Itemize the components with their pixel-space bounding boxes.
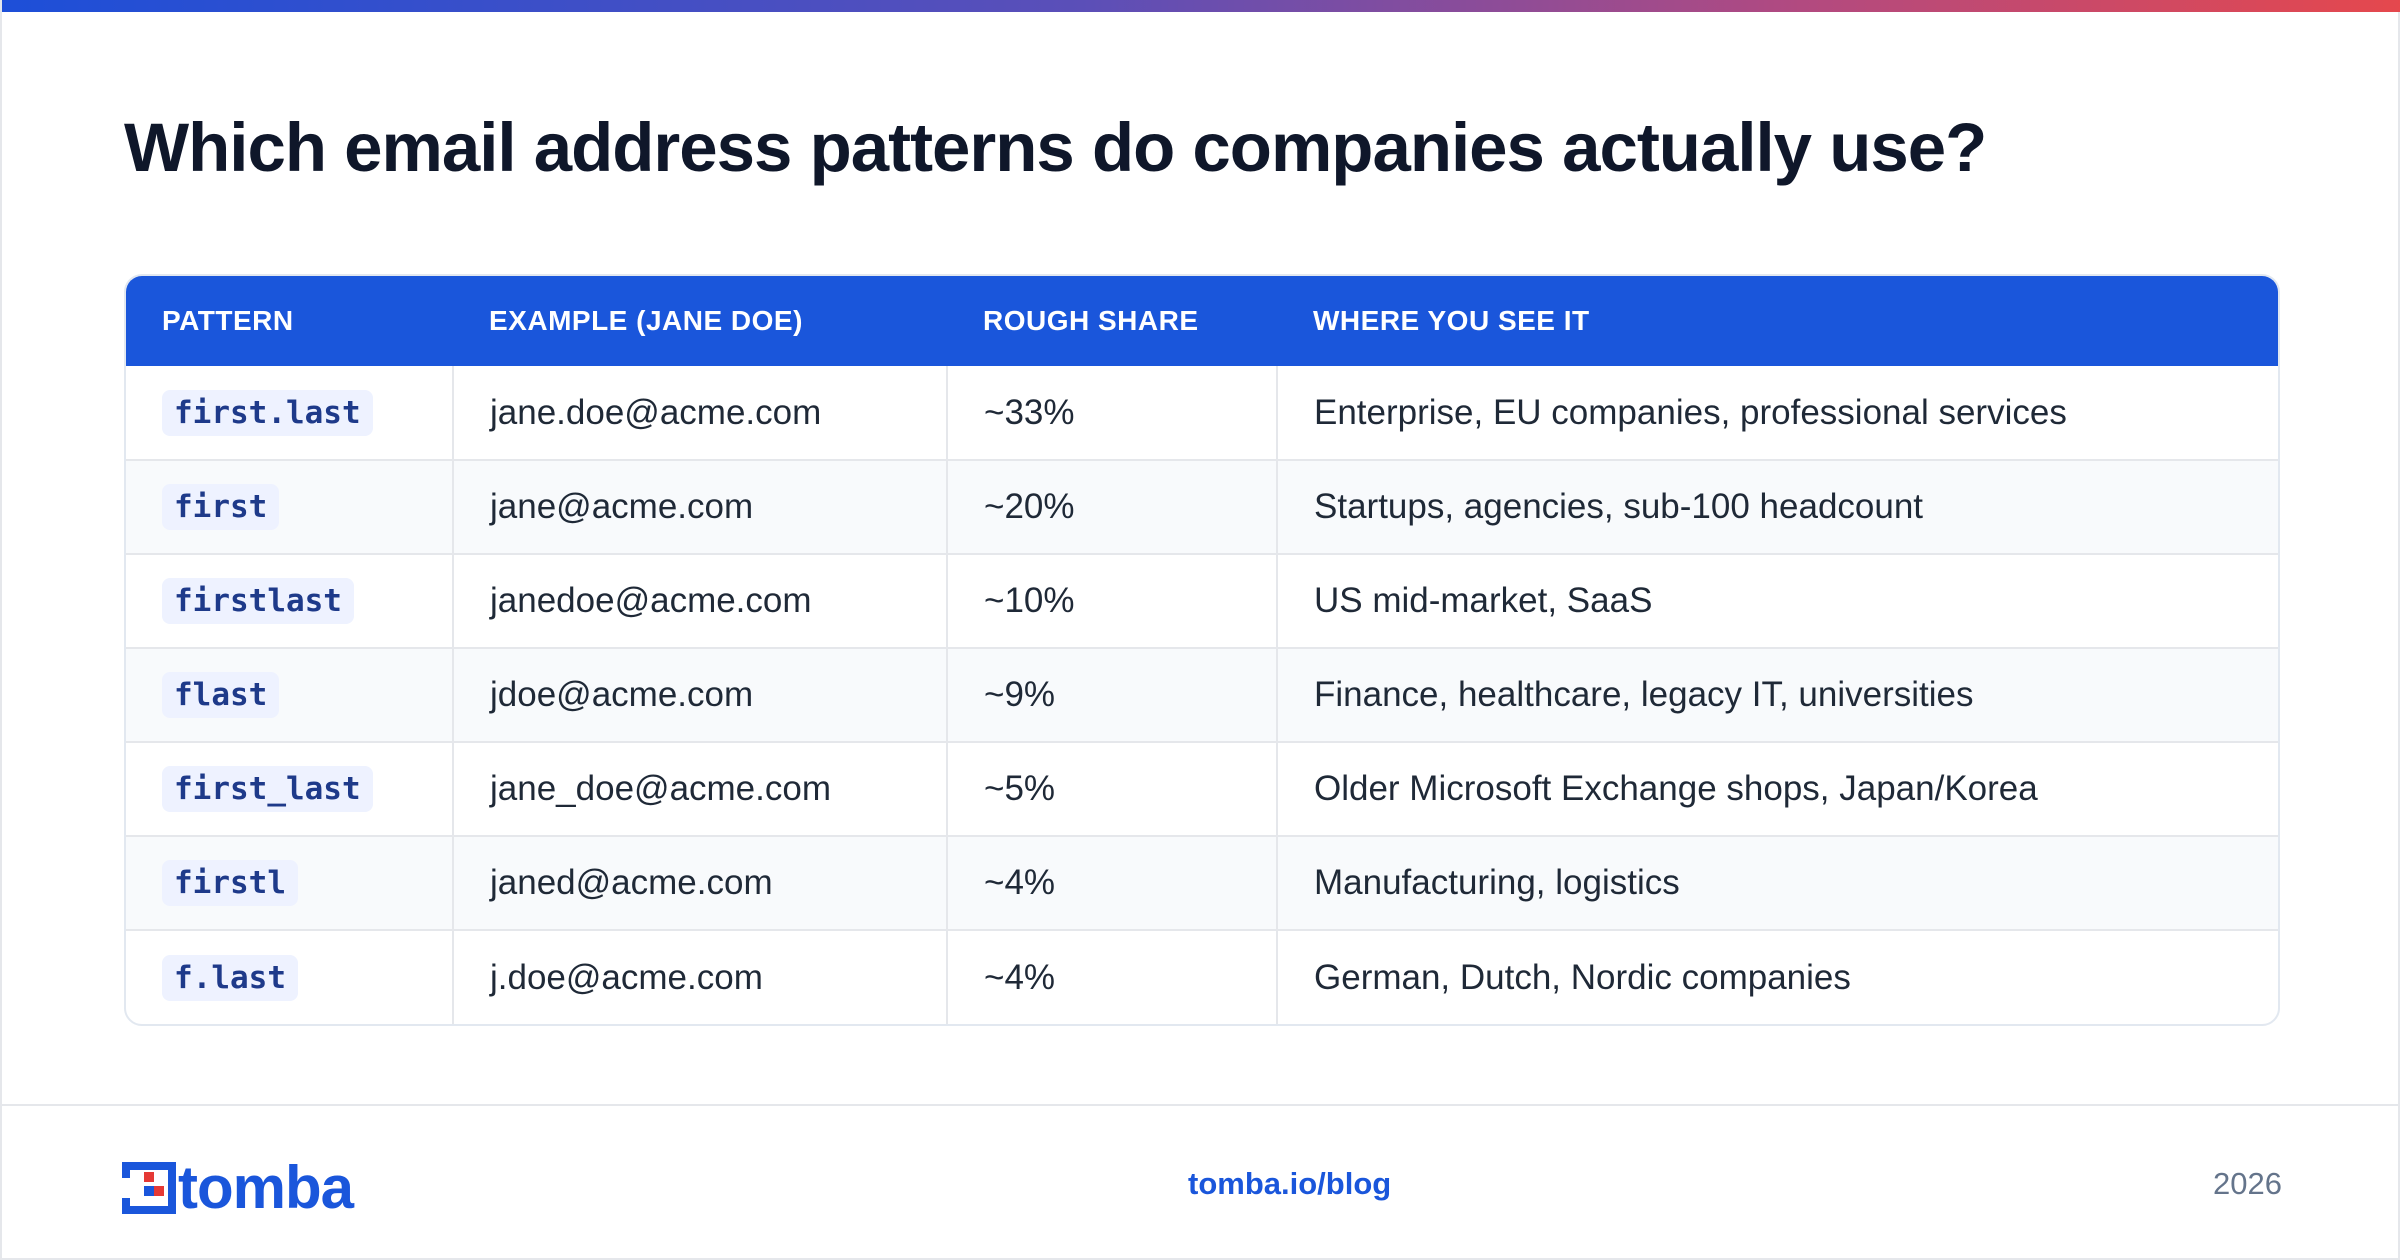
pattern-code: f.last xyxy=(162,954,298,1001)
pattern-cell: firstlast xyxy=(126,554,454,649)
table-row: first_last jane_doe@acme.com ~5% Older M… xyxy=(126,742,2278,837)
where-cell: Startups, agencies, sub-100 headcount xyxy=(1277,460,2278,555)
share-cell: ~4% xyxy=(947,836,1278,931)
tomba-logo-icon xyxy=(122,1162,176,1214)
pattern-cell: first xyxy=(126,460,454,555)
pattern-cell: flast xyxy=(126,648,454,743)
share-cell: ~10% xyxy=(947,554,1278,649)
table-row: f.last j.doe@acme.com ~4% German, Dutch,… xyxy=(126,930,2278,1024)
blog-link[interactable]: tomba.io/blog xyxy=(1188,1166,1392,1201)
example-cell: jdoe@acme.com xyxy=(453,648,948,743)
table-row: first.last jane.doe@acme.com ~33% Enterp… xyxy=(126,366,2278,461)
where-cell: Older Microsoft Exchange shops, Japan/Ko… xyxy=(1277,742,2278,837)
table-row: first jane@acme.com ~20% Startups, agenc… xyxy=(126,460,2278,555)
pattern-cell: first_last xyxy=(126,742,454,837)
table-row: flast jdoe@acme.com ~9% Finance, healthc… xyxy=(126,648,2278,743)
tomba-logo[interactable]: tomba xyxy=(122,1154,354,1221)
header-share: ROUGH SHARE xyxy=(983,305,1199,336)
header-example: EXAMPLE (JANE DOE) xyxy=(489,305,803,336)
patterns-table: PATTERN EXAMPLE (JANE DOE) ROUGH SHARE W… xyxy=(126,276,2278,1024)
logo-text: tomba xyxy=(178,1154,354,1221)
pattern-code: first xyxy=(162,484,280,530)
pattern-cell: firstl xyxy=(126,836,454,931)
example-cell: j.doe@acme.com xyxy=(453,930,948,1024)
page-title: Which email address patterns do companie… xyxy=(124,109,1987,186)
example-cell: jane.doe@acme.com xyxy=(453,366,948,461)
patterns-table-container: PATTERN EXAMPLE (JANE DOE) ROUGH SHARE W… xyxy=(124,274,2280,1026)
pattern-code: firstlast xyxy=(162,578,354,624)
table-row: firstl janed@acme.com ~4% Manufacturing,… xyxy=(126,836,2278,931)
pattern-cell: first.last xyxy=(126,366,454,461)
example-cell: jane@acme.com xyxy=(453,460,948,555)
share-cell: ~4% xyxy=(947,930,1278,1024)
where-cell: German, Dutch, Nordic companies xyxy=(1314,957,1851,997)
pattern-code: flast xyxy=(162,672,280,718)
table-header-row: PATTERN EXAMPLE (JANE DOE) ROUGH SHARE W… xyxy=(126,276,2278,366)
share-cell: ~33% xyxy=(947,366,1278,461)
header-pattern: PATTERN xyxy=(162,305,294,336)
table-row: firstlast janedoe@acme.com ~10% US mid-m… xyxy=(126,554,2278,649)
pattern-code: firstl xyxy=(162,860,298,906)
where-cell: Enterprise, EU companies, professional s… xyxy=(1277,366,2278,461)
footer-year: 2026 xyxy=(2213,1166,2282,1201)
header-where: WHERE YOU SEE IT xyxy=(1313,305,1590,336)
where-cell: Manufacturing, logistics xyxy=(1277,836,2278,931)
share-cell: ~9% xyxy=(947,648,1278,743)
share-cell: ~5% xyxy=(947,742,1278,837)
example-cell: jane_doe@acme.com xyxy=(453,742,948,837)
top-gradient-bar xyxy=(2,0,2400,12)
pattern-cell: f.last xyxy=(126,930,454,1024)
where-cell: Finance, healthcare, legacy IT, universi… xyxy=(1277,648,2278,743)
pattern-code: first.last xyxy=(162,389,373,436)
where-cell: US mid-market, SaaS xyxy=(1277,554,2278,649)
example-cell: janedoe@acme.com xyxy=(453,554,948,649)
pattern-code: first_last xyxy=(162,766,373,812)
footer: tomba tomba.io/blog 2026 xyxy=(2,1104,2398,1260)
example-cell: janed@acme.com xyxy=(453,836,948,931)
share-cell: ~20% xyxy=(947,460,1278,555)
